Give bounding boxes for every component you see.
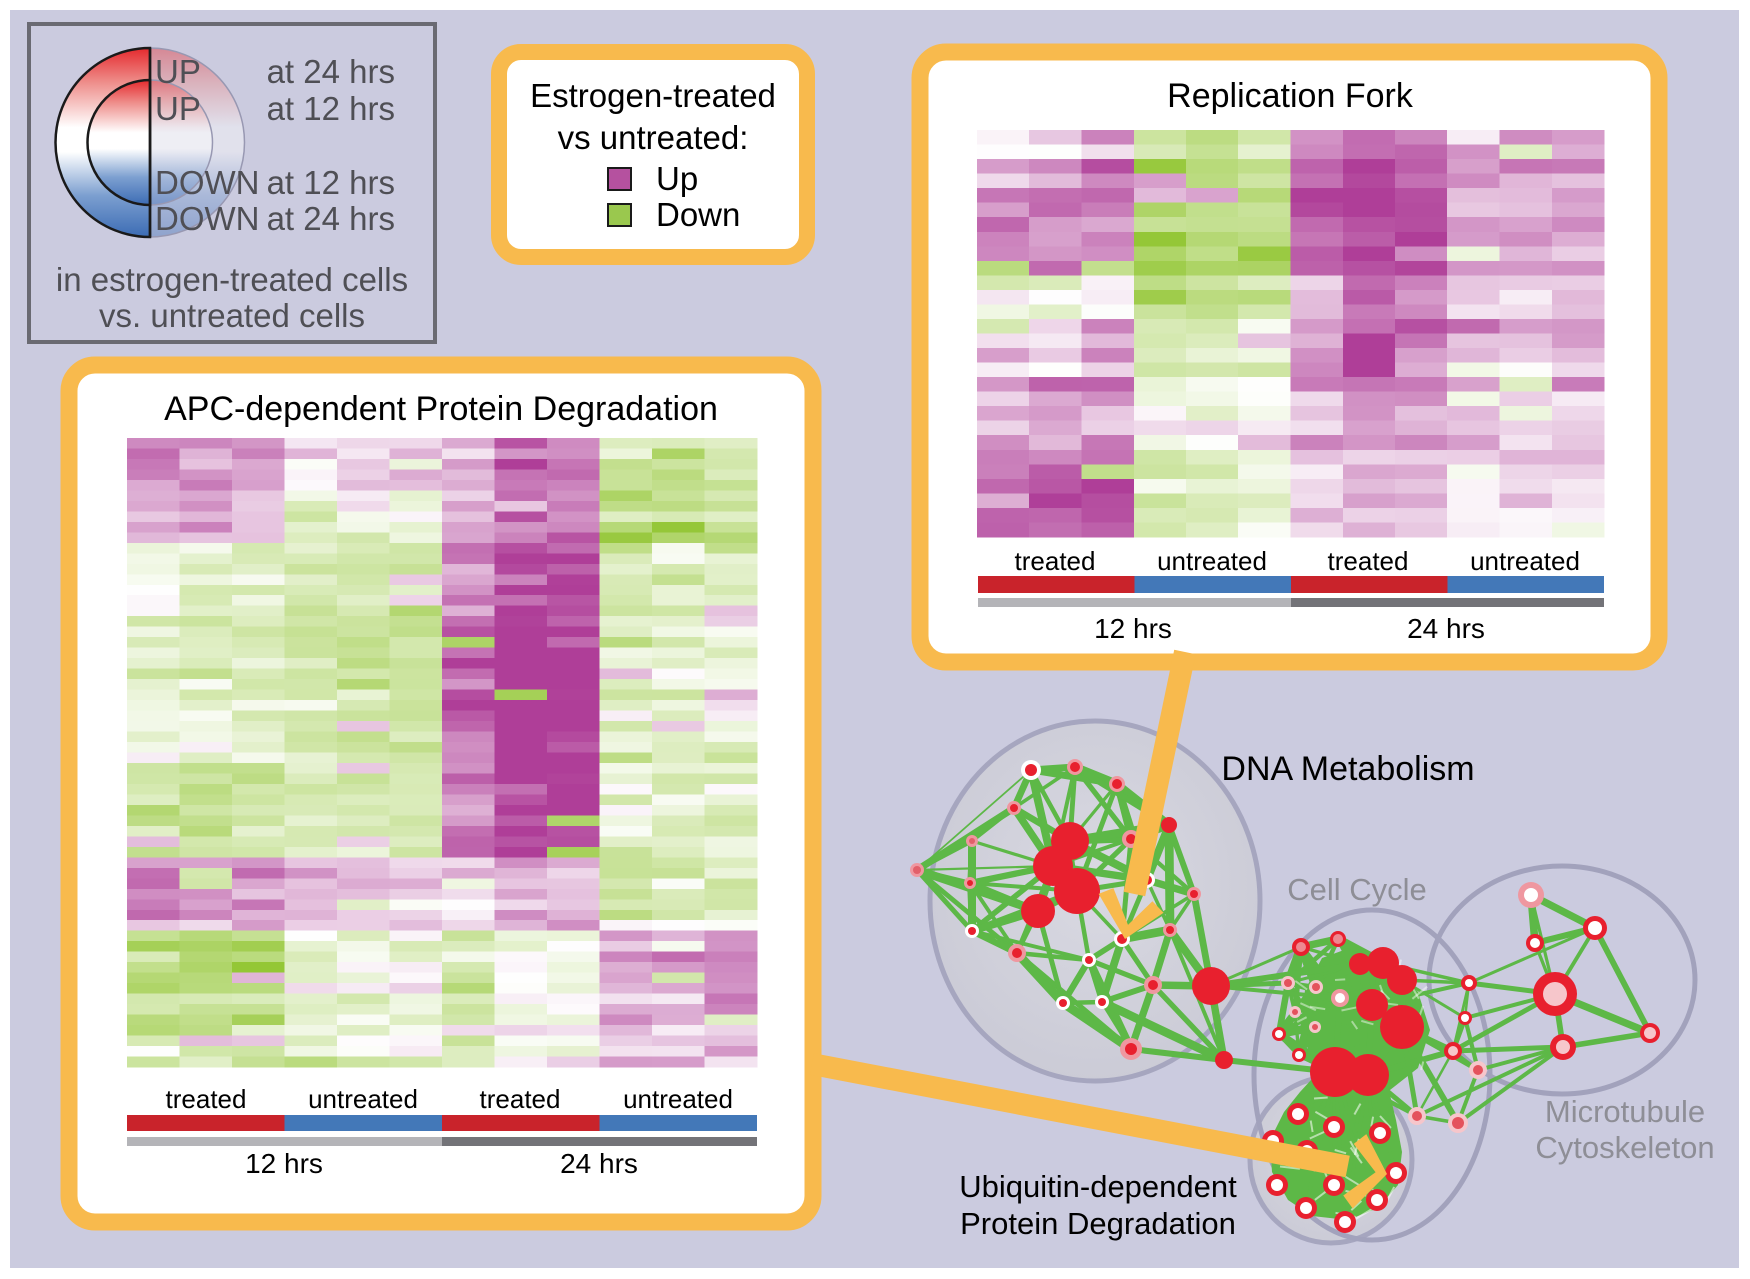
svg-text:untreated: untreated — [1157, 546, 1267, 576]
svg-text:DOWN: DOWN — [155, 164, 259, 201]
svg-text:in estrogen-treated cells: in estrogen-treated cells — [56, 261, 408, 298]
svg-text:at 12 hrs: at 12 hrs — [267, 164, 395, 201]
svg-text:12 hrs: 12 hrs — [245, 1148, 323, 1179]
svg-text:Ubiquitin-dependent: Ubiquitin-dependent — [959, 1169, 1237, 1204]
svg-text:Replication Fork: Replication Fork — [1167, 77, 1414, 115]
svg-text:Down: Down — [656, 196, 740, 233]
svg-text:Cell Cycle: Cell Cycle — [1287, 872, 1427, 907]
svg-text:at 12 hrs: at 12 hrs — [267, 90, 395, 127]
svg-text:UP: UP — [155, 90, 201, 127]
svg-text:treated: treated — [480, 1084, 561, 1114]
svg-text:untreated: untreated — [308, 1084, 418, 1114]
svg-text:at 24 hrs: at 24 hrs — [267, 200, 395, 237]
svg-text:DNA Metabolism: DNA Metabolism — [1221, 750, 1474, 788]
svg-text:Protein Degradation: Protein Degradation — [960, 1206, 1236, 1241]
svg-text:treated: treated — [1015, 546, 1096, 576]
svg-text:APC-dependent Protein Degradat: APC-dependent Protein Degradation — [164, 390, 718, 428]
svg-text:24 hrs: 24 hrs — [560, 1148, 638, 1179]
svg-text:treated: treated — [166, 1084, 247, 1114]
svg-text:Cytoskeleton: Cytoskeleton — [1535, 1130, 1714, 1165]
svg-text:Up: Up — [656, 160, 698, 197]
svg-text:untreated: untreated — [1470, 546, 1580, 576]
svg-text:Microtubule: Microtubule — [1545, 1094, 1705, 1129]
svg-text:treated: treated — [1328, 546, 1409, 576]
svg-text:12 hrs: 12 hrs — [1094, 613, 1172, 644]
svg-text:UP: UP — [155, 53, 201, 90]
svg-text:Estrogen-treated: Estrogen-treated — [530, 77, 776, 114]
svg-text:24 hrs: 24 hrs — [1407, 613, 1485, 644]
svg-text:vs. untreated cells: vs. untreated cells — [99, 297, 365, 334]
svg-text:DOWN: DOWN — [155, 200, 259, 237]
svg-text:untreated: untreated — [623, 1084, 733, 1114]
svg-text:at 24 hrs: at 24 hrs — [267, 53, 395, 90]
svg-text:vs untreated:: vs untreated: — [558, 119, 749, 156]
